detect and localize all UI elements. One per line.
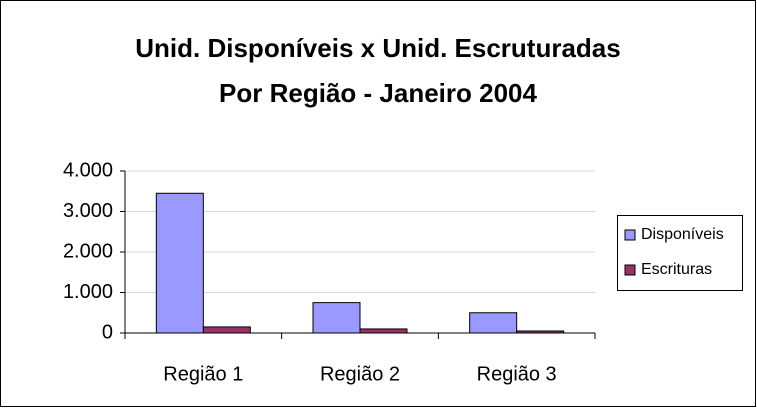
legend-box	[617, 215, 743, 291]
bar	[312, 302, 361, 334]
legend-label: Disponíveis	[641, 226, 724, 243]
legend-swatch	[624, 229, 636, 241]
bar	[516, 330, 565, 334]
legend-label: Escrituras	[641, 261, 712, 278]
x-tick-label: Região 2	[320, 363, 400, 385]
x-tick-label: Região 3	[477, 363, 557, 385]
chart-title: Unid. Disponíveis x Unid. Escruturadas	[135, 33, 620, 63]
bar	[469, 312, 518, 334]
y-tick-label: 1.000	[63, 281, 113, 303]
y-tick-label: 0	[102, 321, 113, 343]
y-tick-label: 2.000	[63, 240, 113, 262]
bar	[155, 192, 204, 334]
chart-title: Por Região - Janeiro 2004	[219, 78, 537, 108]
bar	[359, 328, 408, 334]
bar	[202, 326, 251, 334]
y-tick-label: 4.000	[63, 159, 113, 181]
y-tick-label: 3.000	[63, 200, 113, 222]
legend-swatch	[624, 264, 636, 276]
x-tick-label: Região 1	[163, 363, 243, 385]
